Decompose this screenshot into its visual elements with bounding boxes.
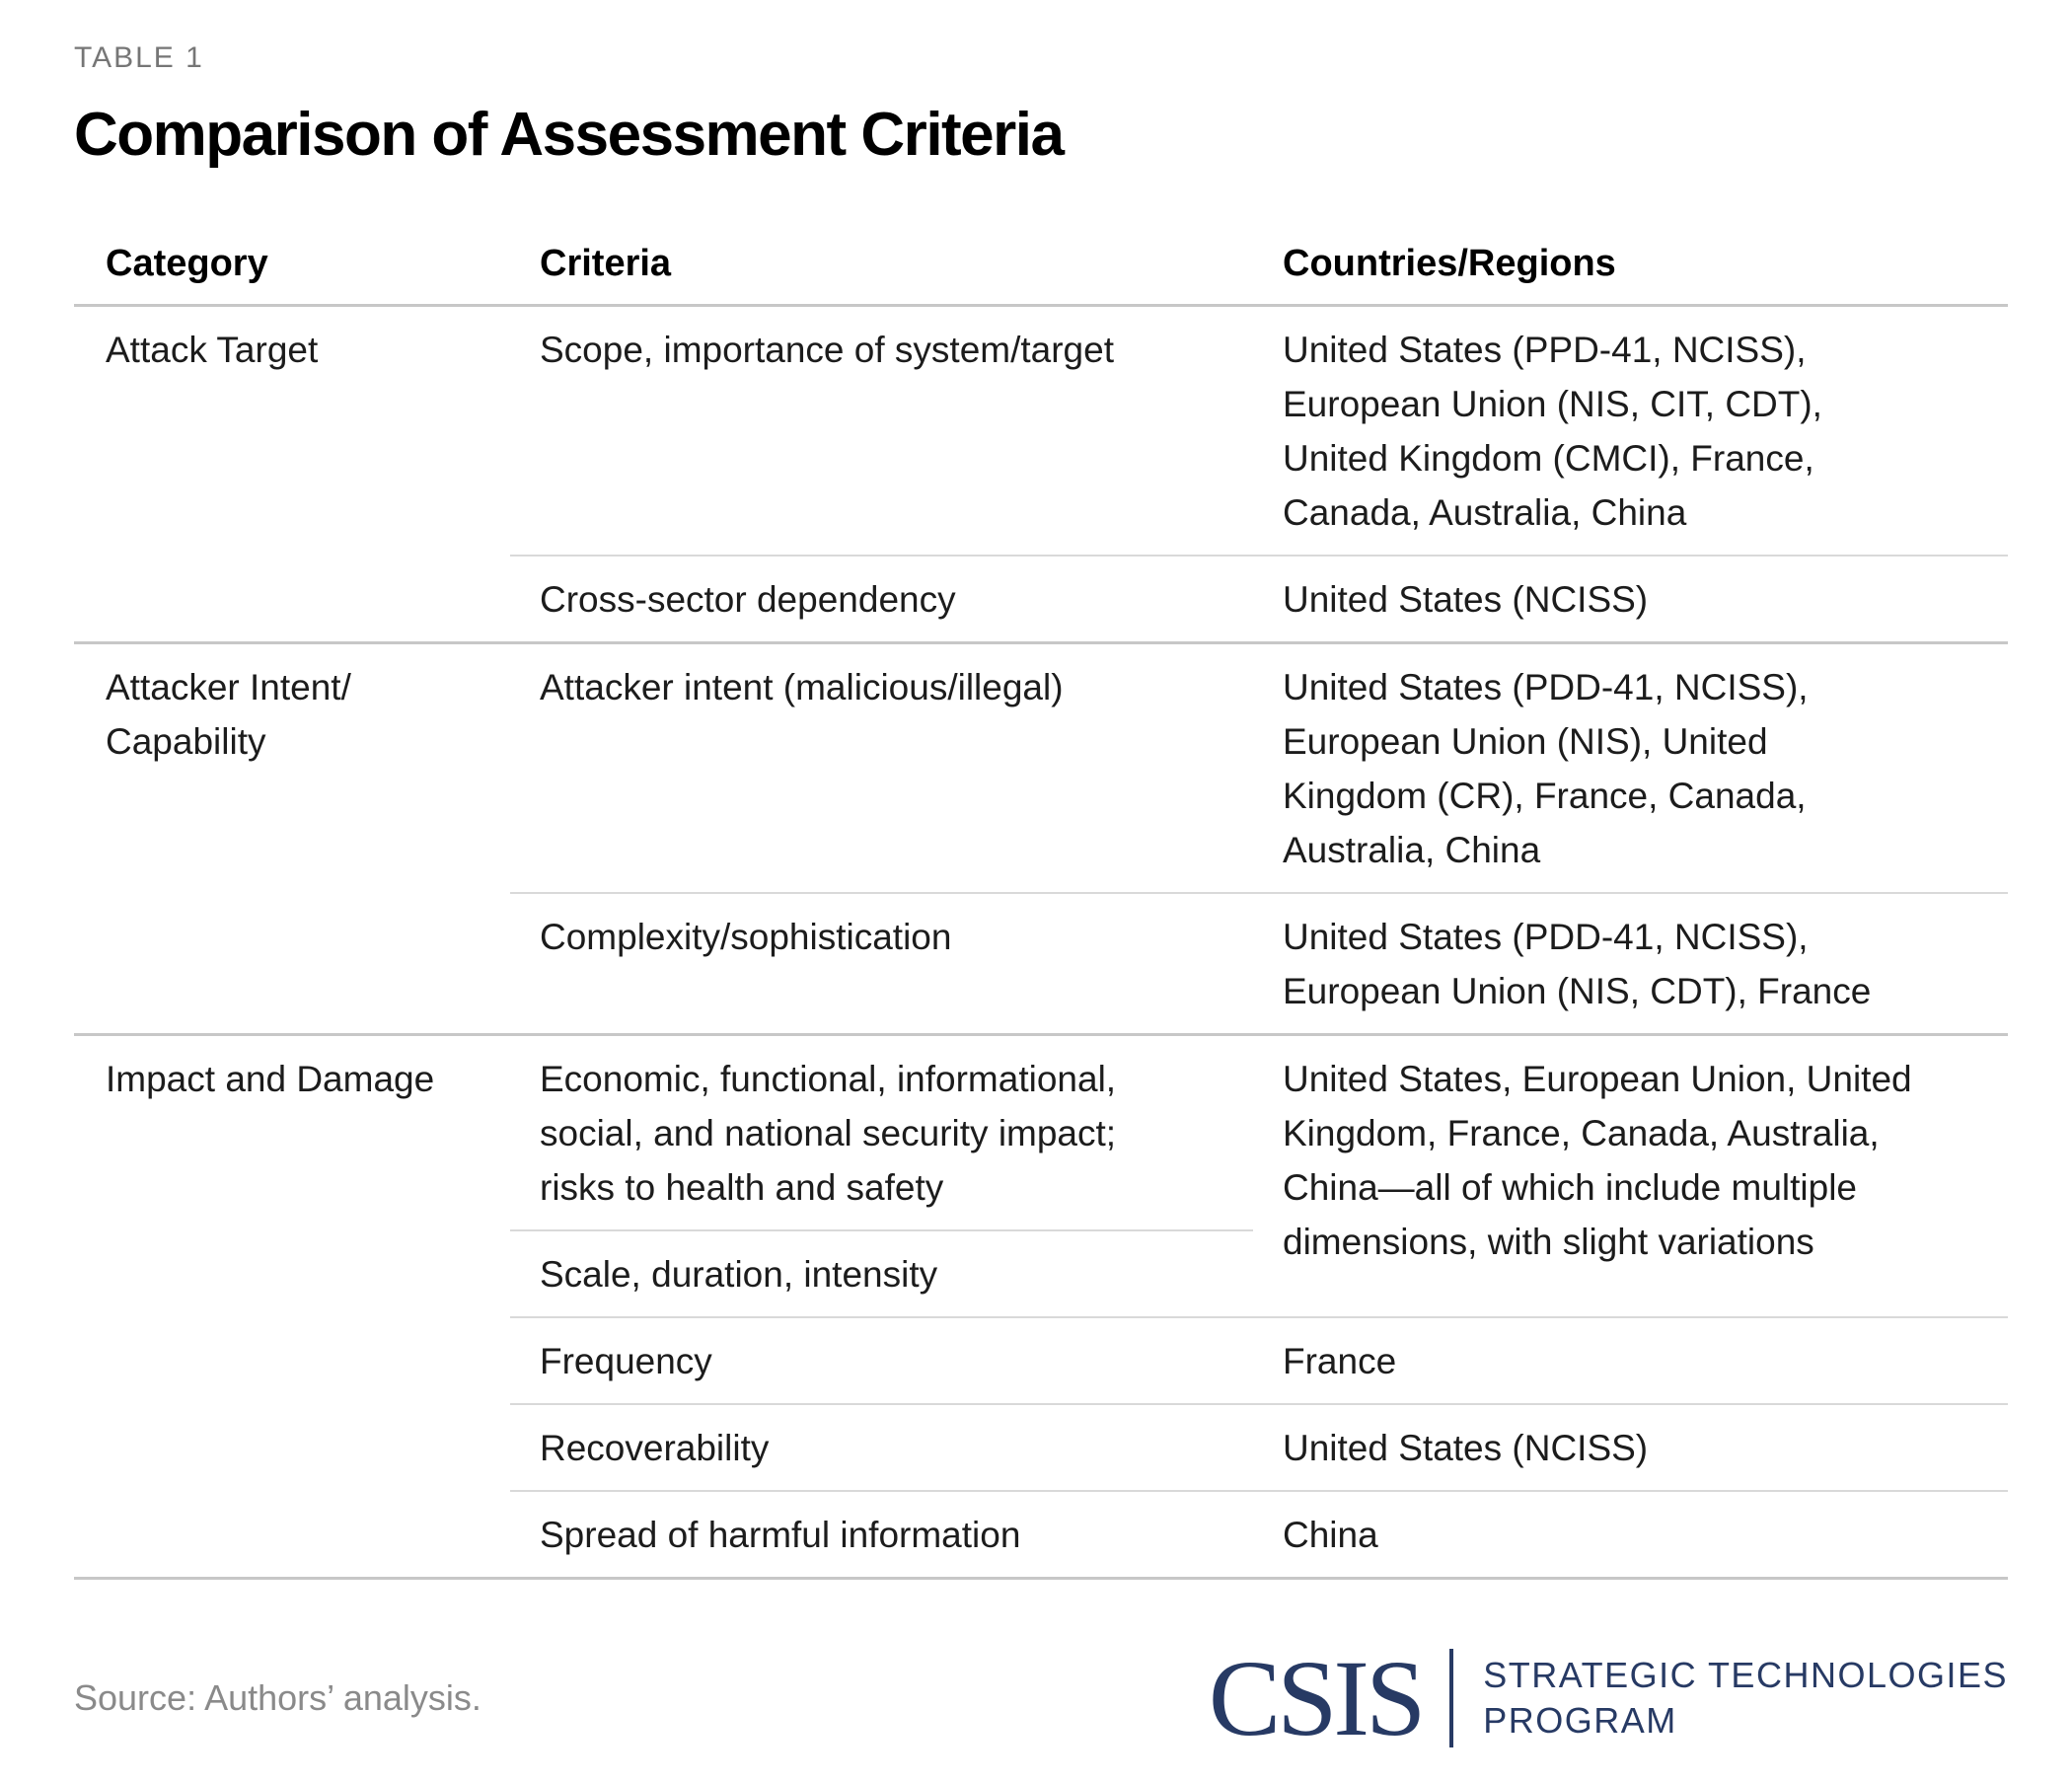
table-row: Frequency France — [74, 1316, 2008, 1404]
criteria-cell: Scale, duration, intensity — [510, 1229, 1253, 1317]
criteria-cell: Scope, importance of system/target — [540, 330, 1114, 370]
countries-cell: United States, European Union, United Ki… — [1283, 1059, 1912, 1262]
page-title: Comparison of Assessment Criteria — [74, 101, 1065, 169]
section-attack-target: Attack Target Scope, importance of syste… — [74, 305, 2008, 643]
criteria-cell: Attacker intent (malicious/illegal) — [540, 667, 1064, 707]
column-header-criteria: Criteria — [510, 227, 1253, 307]
table-row: Attack Target Scope, importance of syste… — [74, 306, 2008, 557]
table-row: Impact and Damage Economic, functional, … — [74, 1035, 2008, 1262]
countries-cell: United States (PDD-41, NCISS), European … — [1253, 892, 2008, 1035]
table-row: Complexity/sophistication United States … — [74, 892, 2008, 1035]
criteria-cell: Economic, functional, informational, soc… — [540, 1059, 1117, 1208]
section-impact-and-damage: Impact and Damage Economic, functional, … — [74, 1034, 2008, 1579]
criteria-cell: Cross-sector dependency — [510, 555, 1253, 643]
criteria-cell: Recoverability — [510, 1403, 1253, 1491]
section-attacker-intent-capability: Attacker Intent/ Capability Attacker int… — [74, 642, 2008, 1035]
program-name-line1: STRATEGIC TECHNOLOGIES — [1483, 1655, 2008, 1695]
category-cell: Attack Target — [106, 330, 319, 370]
header-row: Category Criteria Countries/Regions — [74, 227, 2008, 307]
criteria-cell: Frequency — [510, 1316, 1253, 1404]
logo-divider-bar — [1449, 1649, 1454, 1747]
table-row: Cross-sector dependency United States (N… — [74, 555, 2008, 643]
countries-cell: China — [1253, 1490, 2008, 1579]
category-cell: Impact and Damage — [106, 1059, 435, 1099]
document-page: TABLE 1 Comparison of Assessment Criteri… — [74, 41, 2008, 1758]
criteria-cell: Spread of harmful information — [510, 1490, 1253, 1579]
table-row: Recoverability United States (NCISS) — [74, 1403, 2008, 1491]
table-header: Category Criteria Countries/Regions — [74, 227, 2008, 307]
countries-cell: France — [1253, 1316, 2008, 1404]
criteria-cell: Complexity/sophistication — [510, 892, 1253, 1035]
program-name-line2: PROGRAM — [1483, 1700, 1677, 1741]
countries-cell: United States (NCISS) — [1253, 1403, 2008, 1491]
csis-logo: CSIS STRATEGIC TECHNOLOGIES PROGRAM — [1208, 1638, 2008, 1758]
program-name: STRATEGIC TECHNOLOGIES PROGRAM — [1483, 1653, 2008, 1744]
csis-wordmark: CSIS — [1208, 1638, 1426, 1758]
column-header-countries: Countries/Regions — [1253, 227, 2008, 307]
source-note: Source: Authors’ analysis. — [74, 1677, 481, 1718]
assessment-criteria-table: Category Criteria Countries/Regions Atta… — [74, 227, 2008, 1580]
countries-cell: United States (NCISS) — [1253, 555, 2008, 643]
table-row: Attacker Intent/ Capability Attacker int… — [74, 643, 2008, 894]
column-header-category: Category — [74, 227, 510, 307]
table-row: Spread of harmful information China — [74, 1490, 2008, 1579]
category-cell: Attacker Intent/ Capability — [106, 667, 351, 762]
table-label: TABLE 1 — [74, 41, 204, 74]
countries-cell: United States (PPD-41, NCISS), European … — [1283, 330, 1822, 533]
countries-cell: United States (PDD-41, NCISS), European … — [1283, 667, 1809, 870]
page-footer: Source: Authors’ analysis. CSIS STRATEGI… — [74, 1638, 2008, 1758]
table-row: Scale, duration, intensity — [74, 1229, 2008, 1317]
